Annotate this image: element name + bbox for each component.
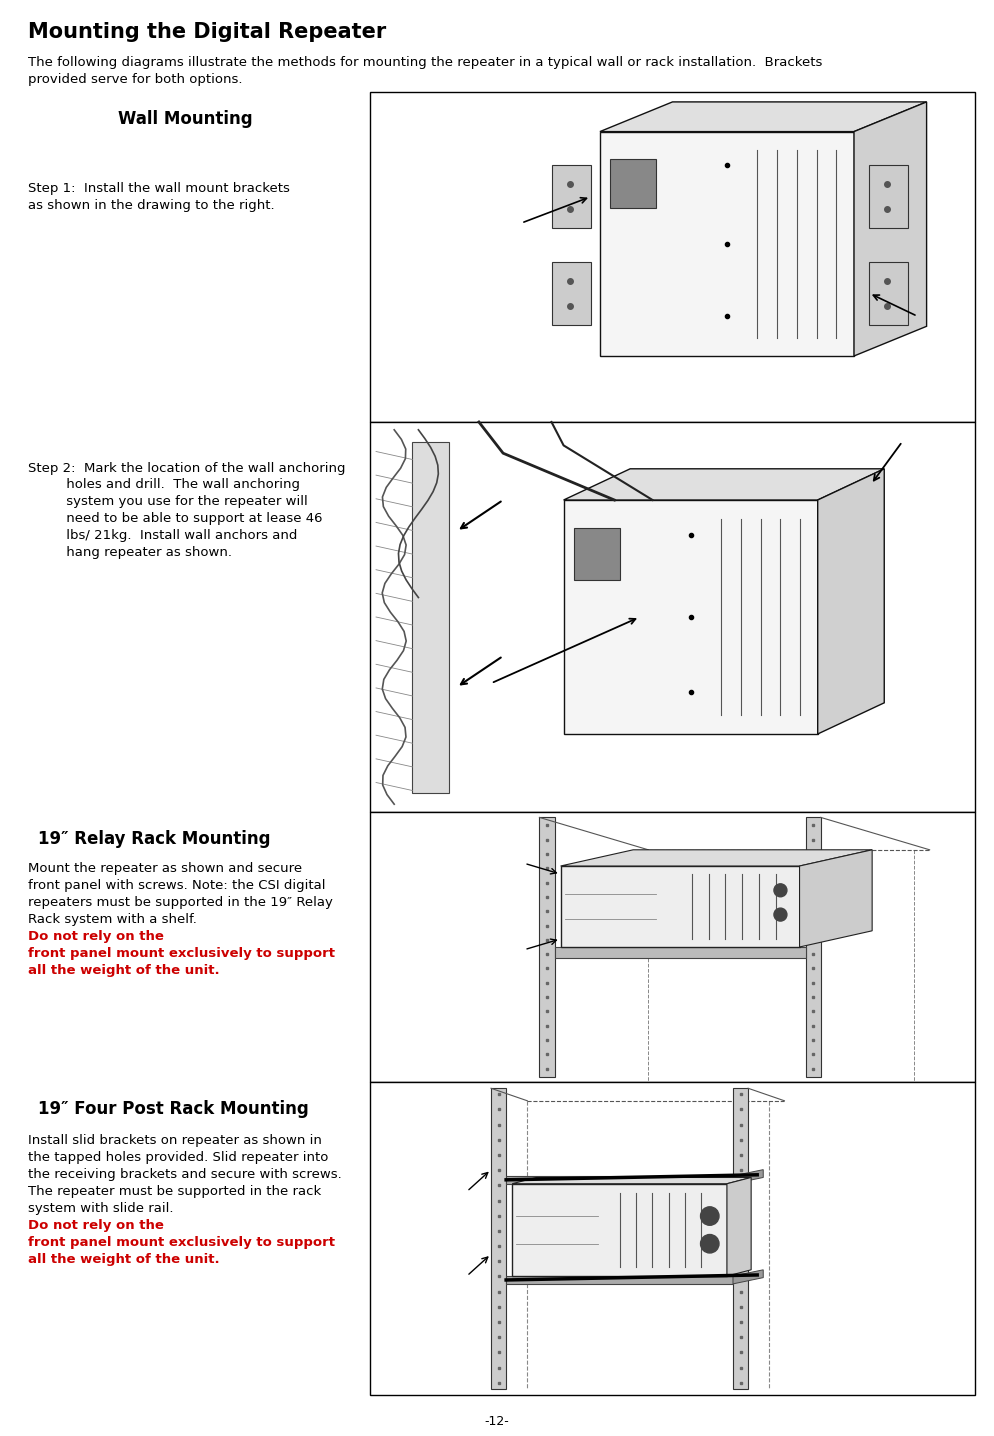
Text: holes and drill.  The wall anchoring
         system you use for the repeater wi: holes and drill. The wall anchoring syst…	[28, 478, 326, 559]
Bar	[412, 441, 448, 793]
Text: 19″ Four Post Rack Mounting: 19″ Four Post Rack Mounting	[38, 1100, 308, 1119]
Polygon shape	[563, 500, 817, 734]
Bar	[539, 817, 554, 1077]
Polygon shape	[733, 1269, 762, 1284]
Text: Install slid brackets on repeater as shown in
the tapped holes provided. Slid re: Install slid brackets on repeater as sho…	[28, 1134, 341, 1215]
Polygon shape	[599, 102, 925, 132]
Text: Wall Mounting: Wall Mounting	[117, 111, 252, 128]
Bar	[370, 811, 974, 1081]
Bar	[554, 946, 805, 958]
Text: Step 1:  Install the wall mount brackets
as shown in the drawing to the right.: Step 1: Install the wall mount brackets …	[28, 182, 289, 213]
Bar	[506, 1277, 733, 1284]
Text: Do not rely on the
front panel mount exclusively to support
all the weight of th: Do not rely on the front panel mount exc…	[28, 931, 335, 976]
Circle shape	[700, 1206, 719, 1225]
Polygon shape	[733, 1170, 762, 1183]
Bar	[551, 261, 590, 325]
Circle shape	[700, 1235, 719, 1254]
Bar	[370, 422, 974, 811]
Text: The following diagrams illustrate the methods for mounting the repeater in a typ: The following diagrams illustrate the me…	[28, 56, 822, 86]
Circle shape	[773, 883, 786, 896]
Polygon shape	[799, 850, 872, 946]
Polygon shape	[727, 1178, 750, 1277]
Polygon shape	[560, 850, 872, 866]
Text: 19″ Relay Rack Mounting: 19″ Relay Rack Mounting	[38, 830, 270, 849]
Bar	[370, 1081, 974, 1394]
Polygon shape	[853, 102, 925, 356]
Polygon shape	[599, 132, 853, 356]
Bar	[868, 261, 908, 325]
Polygon shape	[563, 468, 884, 500]
Text: Do not rely on the
front panel mount exclusively to support
all the weight of th: Do not rely on the front panel mount exc…	[28, 1219, 335, 1267]
Bar	[560, 866, 799, 946]
Bar	[574, 528, 619, 580]
Bar	[868, 165, 908, 228]
Circle shape	[773, 908, 786, 920]
Bar	[805, 817, 820, 1077]
Bar	[609, 158, 655, 208]
Text: Mounting the Digital Repeater: Mounting the Digital Repeater	[28, 22, 386, 42]
Text: -12-: -12-	[484, 1414, 509, 1427]
Bar	[490, 1088, 506, 1389]
Text: Step 2:  Mark the location of the wall anchoring: Step 2: Mark the location of the wall an…	[28, 462, 345, 475]
Text: Mount the repeater as shown and secure
front panel with screws. Note: the CSI di: Mount the repeater as shown and secure f…	[28, 862, 333, 926]
Bar	[733, 1088, 747, 1389]
Bar	[506, 1176, 733, 1183]
Bar	[512, 1183, 727, 1277]
Polygon shape	[817, 468, 884, 734]
Polygon shape	[512, 1178, 750, 1183]
Bar	[551, 165, 590, 228]
Bar	[370, 92, 974, 422]
